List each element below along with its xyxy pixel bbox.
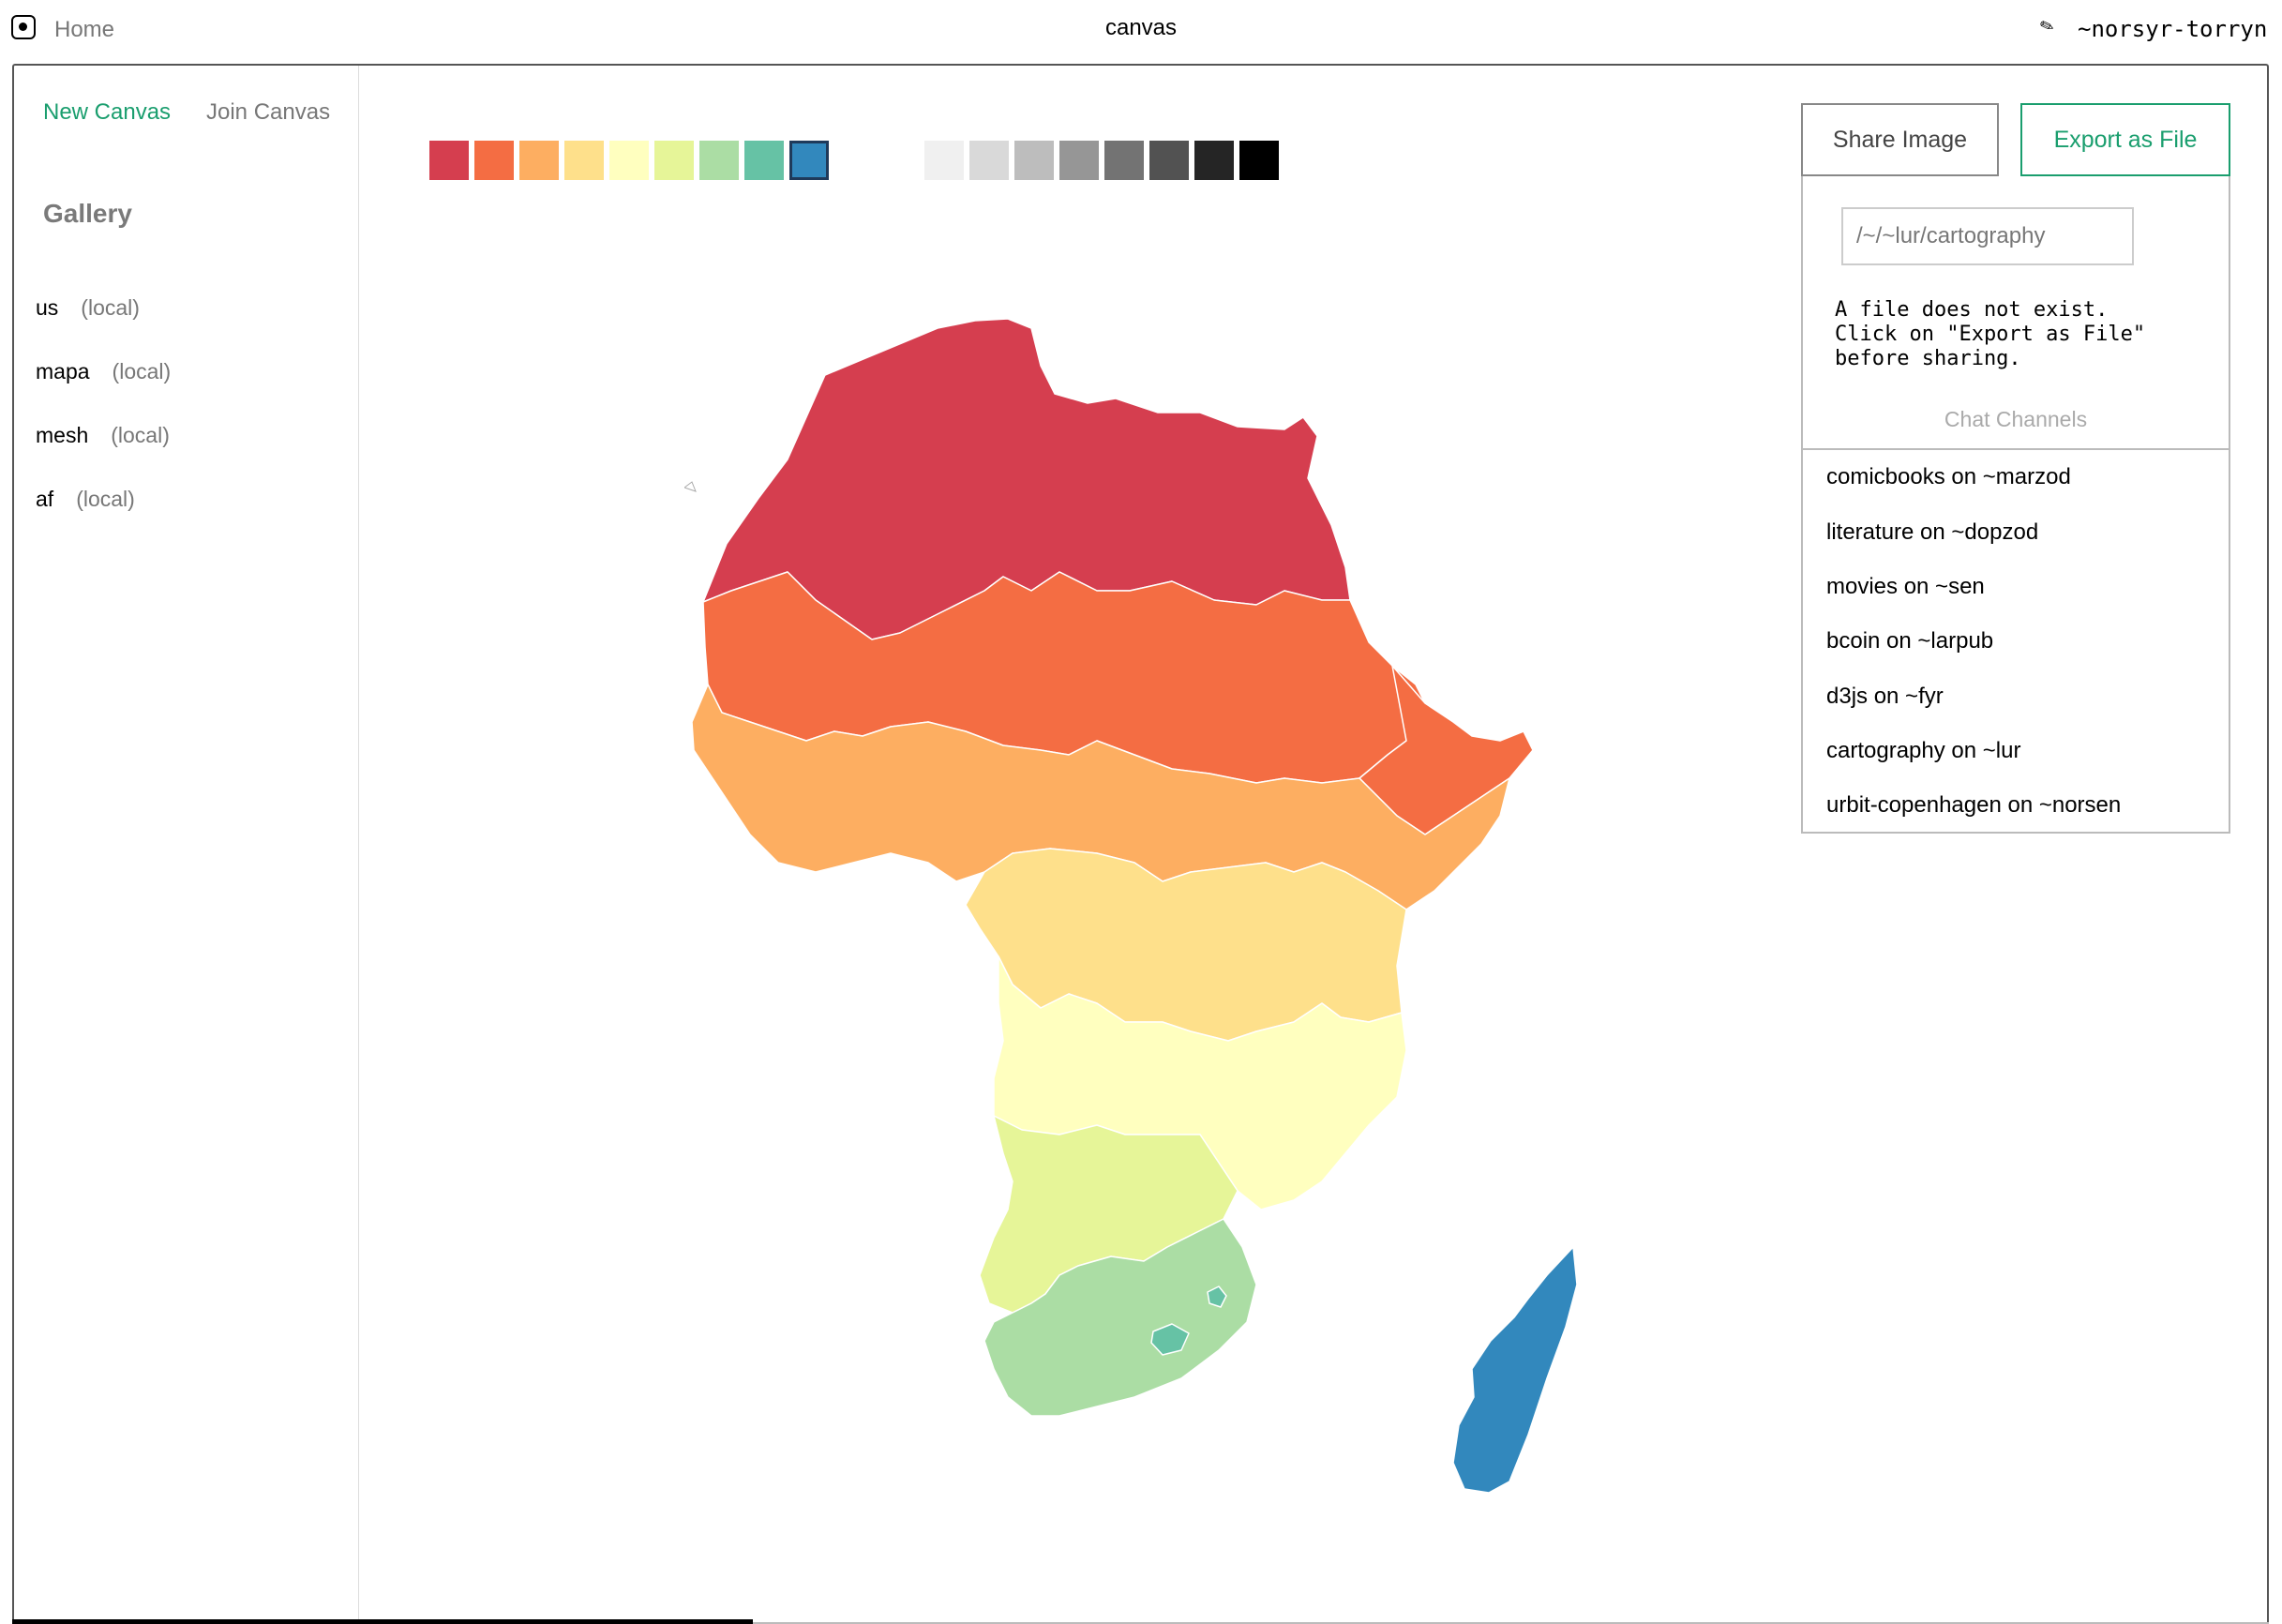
- color-swatch[interactable]: [564, 141, 604, 180]
- horizontal-scrollbar[interactable]: [12, 1619, 753, 1624]
- color-swatch-selected[interactable]: [789, 141, 829, 180]
- gallery-item-tag: (local): [112, 359, 172, 383]
- export-file-button[interactable]: Export as File: [2020, 103, 2230, 176]
- chat-channel-item[interactable]: bcoin on ~larpub: [1826, 628, 1994, 654]
- home-link[interactable]: Home: [54, 17, 115, 42]
- region-swaziland[interactable]: [1207, 1286, 1227, 1308]
- color-swatch[interactable]: [609, 141, 649, 180]
- divider: [1803, 448, 2229, 450]
- chat-channel-item[interactable]: literature on ~dopzod: [1826, 519, 2039, 545]
- chat-channel-item[interactable]: urbit-copenhagen on ~norsen: [1826, 792, 2122, 818]
- top-bar: Home canvas ✎ ~norsyr-torryn: [0, 0, 2282, 60]
- color-swatch[interactable]: [654, 141, 694, 180]
- gray-swatch[interactable]: [1104, 141, 1144, 180]
- gallery-item-tag: (local): [81, 295, 140, 320]
- region-west-africa[interactable]: [691, 684, 1510, 910]
- color-swatch[interactable]: [519, 141, 559, 180]
- app-title: canvas: [1104, 15, 1178, 40]
- chat-channel-item[interactable]: cartography on ~lur: [1826, 738, 2021, 763]
- gray-swatch[interactable]: [1194, 141, 1234, 180]
- gallery-item-name: mapa: [36, 359, 90, 383]
- gallery-item-us[interactable]: us (local): [36, 295, 140, 321]
- chat-channel-item[interactable]: movies on ~sen: [1826, 574, 1985, 599]
- gallery-item-mesh[interactable]: mesh (local): [36, 423, 170, 448]
- island-speck: [683, 481, 697, 492]
- new-canvas-link[interactable]: New Canvas: [43, 99, 172, 125]
- gray-swatch[interactable]: [1014, 141, 1054, 180]
- region-madagascar[interactable]: [1452, 1246, 1578, 1494]
- gray-swatch[interactable]: [1149, 141, 1189, 180]
- share-panel: A file does not exist. Click on "Export …: [1801, 176, 2230, 834]
- gallery-item-name: mesh: [36, 423, 89, 447]
- color-swatch[interactable]: [474, 141, 514, 180]
- gallery-item-tag: (local): [76, 487, 135, 511]
- color-swatch[interactable]: [699, 141, 739, 180]
- color-swatch[interactable]: [744, 141, 784, 180]
- gallery-title: Gallery: [43, 199, 132, 228]
- region-lesotho[interactable]: [1150, 1323, 1190, 1356]
- gray-swatch[interactable]: [1059, 141, 1099, 180]
- scrollbar-track: [753, 1622, 2269, 1624]
- africa-map[interactable]: [683, 309, 1781, 1566]
- ship-name[interactable]: ~norsyr-torryn: [2078, 16, 2268, 42]
- gallery-item-name: us: [36, 295, 59, 320]
- chat-channels-title: Chat Channels: [1944, 407, 2088, 431]
- home-icon[interactable]: [11, 15, 36, 39]
- gallery-item-mapa[interactable]: mapa (local): [36, 359, 171, 384]
- share-image-button[interactable]: Share Image: [1801, 103, 1999, 176]
- chat-channel-item[interactable]: comicbooks on ~marzod: [1826, 464, 2071, 489]
- join-canvas-link[interactable]: Join Canvas: [206, 99, 331, 125]
- app-frame: [12, 64, 2269, 1624]
- gallery-item-name: af: [36, 487, 54, 511]
- map-canvas[interactable]: [683, 309, 1781, 1566]
- file-missing-message: A file does not exist. Click on "Export …: [1835, 298, 2146, 370]
- sidebar: New Canvas Join Canvas Gallery us (local)…: [14, 66, 359, 1624]
- gray-swatch[interactable]: [924, 141, 964, 180]
- path-input[interactable]: [1841, 207, 2134, 265]
- region-south-africa[interactable]: [983, 1218, 1257, 1417]
- gallery-item-tag: (local): [111, 423, 170, 447]
- gray-swatch[interactable]: [1239, 141, 1279, 180]
- gallery-item-af[interactable]: af (local): [36, 487, 135, 512]
- gray-swatch[interactable]: [969, 141, 1009, 180]
- chat-channel-item[interactable]: d3js on ~fyr: [1826, 684, 1944, 709]
- color-swatch[interactable]: [429, 141, 469, 180]
